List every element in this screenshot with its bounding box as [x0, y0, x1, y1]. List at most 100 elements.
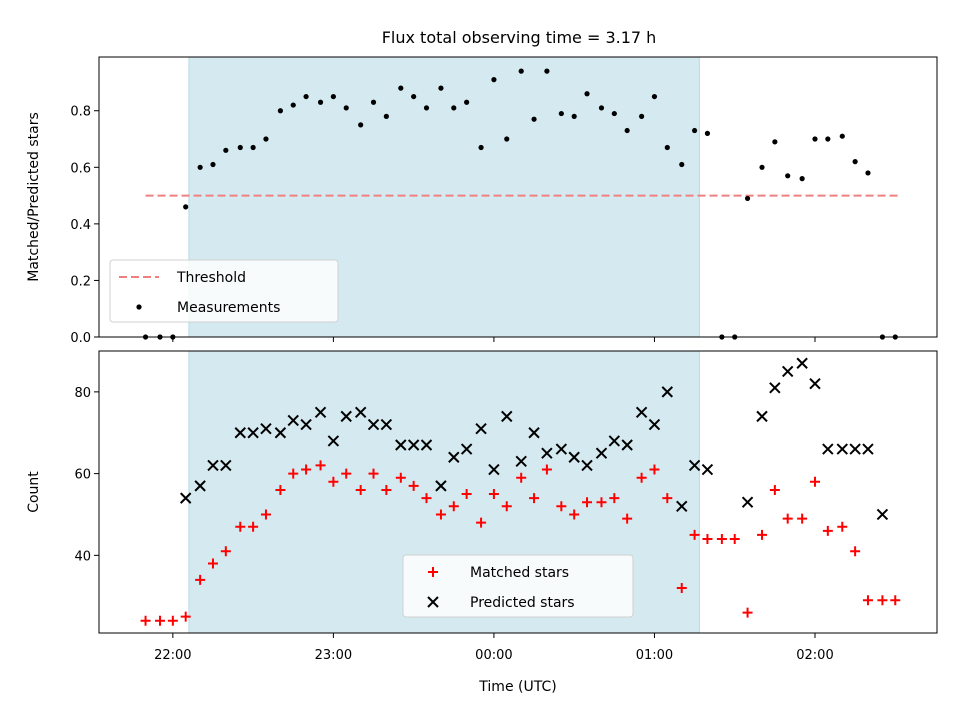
- data-point: [799, 176, 805, 182]
- data-point: [314, 406, 327, 419]
- data-point: [639, 113, 645, 119]
- data-point: [501, 501, 512, 512]
- chart-title: Flux total observing time = 3.17 h: [382, 28, 657, 47]
- data-point: [769, 382, 781, 394]
- ratio-panel: 0.00.20.40.60.8 Matched/Predicted stars …: [26, 56, 938, 346]
- data-point: [155, 615, 166, 626]
- x-axis-label: Time (UTC): [478, 679, 556, 695]
- data-point: [435, 480, 447, 492]
- data-point: [183, 204, 189, 210]
- x-tick-label: 01:00: [636, 648, 673, 663]
- data-point: [367, 418, 380, 431]
- legend-label: Predicted stars: [470, 595, 575, 611]
- data-point: [662, 493, 673, 504]
- data-point: [744, 195, 751, 202]
- y-tick-label: 0.4: [70, 218, 91, 233]
- ratio-y-axis: 0.0 0.2 0.4 0.6 0.8: [70, 105, 99, 346]
- data-point: [341, 468, 352, 479]
- data-point: [421, 493, 432, 504]
- data-point: [541, 464, 552, 475]
- data-point: [179, 492, 192, 504]
- ratio-legend: Threshold Measurements: [109, 259, 339, 323]
- y-tick-label: 40: [74, 549, 91, 564]
- data-point: [529, 493, 540, 504]
- data-point: [488, 489, 499, 500]
- data-point: [571, 113, 577, 119]
- data-point: [476, 517, 487, 528]
- data-point: [569, 509, 580, 520]
- data-point: [518, 68, 524, 74]
- data-point: [622, 513, 633, 524]
- data-point: [742, 607, 753, 618]
- count-y-label: Count: [26, 471, 42, 513]
- count-panel: 40 60 80 22:00 23:00 00:00 01:00 02:00 Count T…: [26, 350, 938, 695]
- x-tick-label: 00:00: [475, 648, 512, 663]
- data-point: [595, 447, 608, 459]
- data-point: [515, 455, 527, 468]
- data-point: [556, 501, 567, 512]
- legend-label: Measurements: [177, 300, 280, 316]
- data-point: [464, 99, 470, 105]
- data-point: [287, 414, 299, 427]
- data-point: [785, 173, 791, 179]
- data-point: [250, 144, 256, 151]
- data-point: [890, 595, 901, 606]
- data-point: [380, 418, 393, 431]
- data-point: [862, 595, 873, 606]
- data-point: [689, 529, 700, 540]
- measurement-points: [142, 68, 898, 340]
- data-point: [197, 164, 203, 170]
- data-point: [837, 521, 848, 532]
- data-point: [676, 500, 688, 513]
- y-tick-label: 80: [74, 386, 91, 401]
- data-point: [636, 472, 647, 483]
- data-point: [395, 439, 407, 451]
- count-legend: Matched stars Predicted stars: [402, 554, 634, 618]
- data-point: [516, 472, 527, 483]
- data-point: [702, 534, 713, 544]
- data-point: [729, 534, 740, 544]
- data-point: [248, 521, 259, 532]
- y-tick-label: 0.0: [70, 331, 91, 346]
- data-point: [555, 443, 568, 455]
- data-point: [701, 463, 714, 476]
- data-point: [865, 170, 871, 176]
- data-point: [300, 418, 312, 431]
- data-point: [381, 484, 392, 495]
- data-point: [301, 464, 312, 475]
- data-point: [461, 489, 472, 500]
- data-point: [260, 509, 271, 520]
- data-point: [716, 534, 727, 544]
- data-point: [340, 410, 352, 423]
- data-point: [704, 130, 711, 136]
- legend-marker: [428, 567, 438, 577]
- legend-box: [109, 259, 339, 323]
- data-point: [849, 443, 861, 455]
- data-point: [330, 93, 336, 100]
- x-tick-label: 02:00: [796, 648, 833, 663]
- data-point: [877, 595, 888, 606]
- data-point: [850, 546, 861, 557]
- x-tick-label: 22:00: [154, 648, 191, 663]
- data-point: [581, 459, 593, 472]
- ratio-panel-frame: [98, 56, 938, 338]
- data-point: [237, 144, 243, 151]
- data-point: [862, 443, 874, 455]
- data-point: [438, 85, 444, 91]
- data-point: [475, 422, 487, 435]
- data-point: [809, 377, 821, 390]
- data-point: [423, 105, 430, 111]
- ratio-y-label: Matched/Predicted stars: [26, 112, 42, 282]
- data-point: [303, 93, 309, 100]
- data-point: [676, 583, 687, 594]
- data-point: [611, 110, 617, 117]
- data-point: [839, 133, 845, 139]
- data-point: [288, 468, 299, 479]
- data-point: [207, 459, 219, 472]
- data-point: [370, 99, 377, 105]
- data-point: [809, 476, 820, 487]
- data-point: [328, 476, 339, 487]
- data-point: [210, 161, 216, 168]
- data-point: [435, 509, 446, 520]
